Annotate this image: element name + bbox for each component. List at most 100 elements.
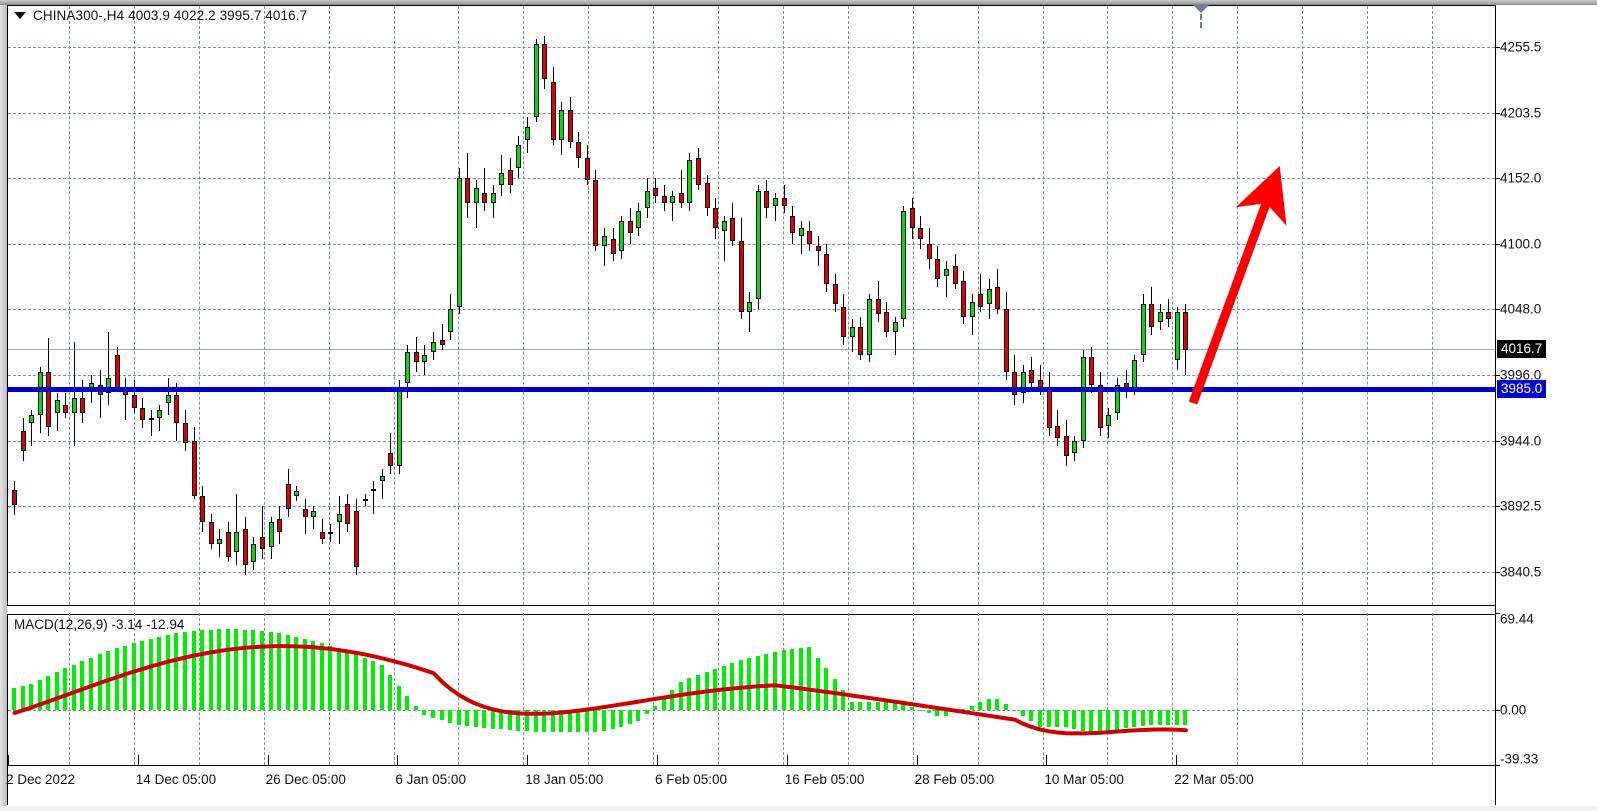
macd-histogram-bar bbox=[738, 660, 743, 711]
candle-body bbox=[849, 326, 855, 338]
candle-body bbox=[926, 243, 932, 259]
macd-histogram-bar bbox=[584, 710, 589, 733]
macd-histogram-bar bbox=[1157, 710, 1162, 725]
candle-body bbox=[157, 410, 163, 418]
candle-body bbox=[251, 544, 257, 563]
vertical-gridline bbox=[588, 613, 590, 765]
candle-body bbox=[909, 208, 915, 229]
candle-body bbox=[884, 311, 890, 333]
vertical-gridline bbox=[198, 6, 200, 605]
candle-wick bbox=[723, 215, 725, 262]
macd-histogram-bar bbox=[1114, 710, 1119, 731]
macd-histogram-bar bbox=[345, 651, 350, 711]
macd-histogram-bar bbox=[259, 631, 264, 711]
candle-body bbox=[550, 81, 556, 140]
macd-histogram-bar bbox=[12, 688, 16, 711]
macd-indicator-pane[interactable] bbox=[8, 613, 1495, 765]
time-axis-tick bbox=[657, 755, 658, 765]
candle-body bbox=[319, 531, 325, 540]
macd-zero-line bbox=[8, 710, 1495, 712]
candle-body bbox=[601, 235, 607, 247]
macd-histogram-bar bbox=[20, 686, 25, 711]
candle-wick bbox=[261, 506, 263, 560]
macd-histogram-bar bbox=[191, 631, 196, 711]
candle-body bbox=[191, 440, 197, 497]
candle-body bbox=[234, 531, 240, 552]
candle-body bbox=[533, 43, 539, 118]
macd-histogram-bar bbox=[858, 701, 863, 711]
candle-body bbox=[439, 339, 445, 345]
window-top-bar bbox=[0, 0, 1597, 5]
candle-body bbox=[345, 503, 351, 525]
macd-histogram-bar bbox=[268, 632, 273, 711]
triangle-down-icon[interactable] bbox=[14, 11, 26, 19]
horizontal-gridline bbox=[8, 505, 1495, 507]
candle-wick bbox=[894, 316, 896, 355]
macd-histogram-bar bbox=[422, 710, 427, 716]
macd-histogram-bar bbox=[448, 710, 453, 723]
macd-histogram-bar bbox=[251, 630, 256, 711]
macd-histogram-bar bbox=[601, 710, 606, 731]
macd-histogram-bar bbox=[610, 710, 615, 730]
macd-histogram-bar bbox=[884, 701, 889, 711]
price-axis-label: 4100.0 bbox=[1500, 236, 1542, 252]
candle-body bbox=[815, 246, 821, 252]
macd-histogram-bar bbox=[593, 710, 598, 732]
candle-body bbox=[507, 170, 513, 186]
candle-body bbox=[875, 299, 881, 315]
candle-body bbox=[311, 511, 317, 517]
candle-body bbox=[1055, 425, 1061, 439]
price-axis-tick bbox=[1495, 375, 1500, 376]
symbol-header[interactable]: CHINA300-,H4 4003.9 4022.2 3995.7 4016.7 bbox=[14, 8, 307, 23]
candle-body bbox=[1063, 435, 1069, 456]
candle-body bbox=[388, 453, 394, 466]
candle-body bbox=[1080, 357, 1086, 441]
vertical-gridline bbox=[1431, 6, 1433, 605]
macd-histogram-bar bbox=[1132, 710, 1137, 727]
time-axis-label: 10 Mar 05:00 bbox=[1044, 772, 1124, 787]
macd-histogram-bar bbox=[1072, 710, 1077, 730]
candle-body bbox=[430, 342, 436, 353]
vertical-gridline bbox=[133, 6, 135, 605]
macd-histogram-bar bbox=[653, 705, 658, 711]
macd-header[interactable]: MACD(12,26,9) -3.14 -12.94 bbox=[14, 617, 185, 632]
price-axis-label: 3996.0 bbox=[1500, 367, 1542, 383]
macd-histogram-bar bbox=[755, 655, 760, 711]
macd-histogram-bar bbox=[208, 629, 213, 711]
macd-histogram-bar bbox=[627, 710, 632, 724]
time-axis-tick bbox=[916, 755, 918, 765]
candle-wick bbox=[381, 468, 383, 499]
vertical-gridline bbox=[653, 613, 655, 765]
candle-body bbox=[200, 496, 206, 522]
macd-histogram-bar bbox=[413, 705, 418, 711]
price-axis-tick bbox=[1495, 112, 1500, 114]
vertical-gridline bbox=[1042, 6, 1044, 605]
candle-body bbox=[755, 190, 761, 300]
candle-body bbox=[20, 430, 26, 451]
candle-wick bbox=[108, 332, 110, 406]
candle-body bbox=[46, 372, 52, 427]
time-axis-label: 28 Feb 05:00 bbox=[914, 772, 995, 787]
bid-price-line bbox=[7, 386, 1496, 392]
macd-histogram-bar bbox=[71, 664, 76, 711]
candle-body bbox=[1183, 311, 1189, 350]
candle-body bbox=[824, 253, 830, 285]
macd-histogram-bar bbox=[730, 662, 735, 711]
macd-histogram-bar bbox=[37, 680, 42, 711]
price-chart-pane[interactable] bbox=[8, 6, 1495, 605]
candle-body bbox=[71, 397, 77, 413]
candle-body bbox=[687, 160, 693, 204]
candle-body bbox=[995, 286, 1001, 310]
price-axis-tick bbox=[1495, 505, 1500, 507]
candle-body bbox=[1072, 440, 1078, 454]
vertical-gridline bbox=[912, 6, 914, 605]
candle-body bbox=[610, 238, 616, 254]
candle-body bbox=[362, 498, 368, 502]
macd-histogram-bar bbox=[764, 653, 769, 711]
candle-body bbox=[1097, 385, 1103, 429]
macd-histogram-bar bbox=[319, 643, 324, 711]
candle-body bbox=[1089, 357, 1095, 386]
macd-histogram-bar bbox=[430, 710, 435, 718]
candle-body bbox=[1166, 311, 1172, 320]
vertical-gridline bbox=[69, 6, 70, 605]
